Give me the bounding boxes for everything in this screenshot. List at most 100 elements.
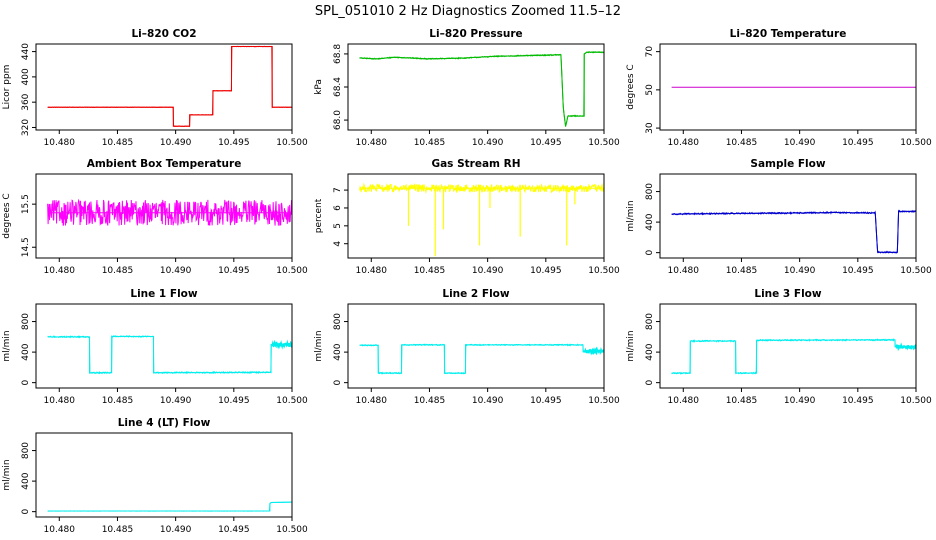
panel-title: Li–820 Pressure [429,28,522,40]
x-tick-label: 10.485 [414,266,446,276]
x-tick-label: 10.500 [900,266,932,276]
series-noise-band [271,339,292,350]
panel-title: Ambient Box Temperature [87,158,242,170]
x-tick-label: 10.495 [842,396,874,406]
x-tick-label: 10.480 [44,396,76,406]
x-tick-label: 10.480 [356,266,388,276]
plot-frame [35,43,293,131]
panel-title: Sample Flow [750,158,825,170]
plot-area [671,338,916,375]
series-line [47,334,292,375]
y-tick-label: 800 [21,313,31,330]
y-tick-label: 800 [333,313,343,330]
y-tick-label: 800 [21,442,31,459]
x-tick-label: 10.490 [160,138,192,148]
panel-title: Line 2 Flow [442,288,509,300]
y-tick-label: 800 [645,183,655,200]
x-tick-label: 10.500 [588,396,620,406]
x-tick-label: 10.495 [218,266,250,276]
series-step-line [47,335,292,374]
x-tick-label: 10.480 [668,138,700,148]
y-tick-label: 0 [645,250,655,256]
panel-4: Ambient Box Temperature degrees C 10.480 10… [2,158,308,276]
x-tick-label: 10.485 [102,525,134,535]
plot-frame [35,303,293,389]
x-tick-label: 10.480 [356,138,388,148]
series-step-line [359,51,604,127]
panel-1: Li–820 CO2 Licor ppm 10.480 10.485 10.490 10.… [2,28,308,148]
y-tick-label: 0 [21,380,31,386]
y-tick-label: 70 [645,46,655,58]
panel-3: Li–820 Temperature degrees C 10.480 10.485 1… [626,28,932,148]
panel-title: Gas Stream RH [431,158,520,170]
x-tick-label: 10.495 [842,266,874,276]
x-tick-label: 10.490 [472,396,504,406]
series-step-line [359,344,604,374]
series-line [47,45,292,128]
plot-area [359,343,604,375]
y-tick-label: 400 [645,343,655,360]
x-tick-label: 10.495 [218,396,250,406]
x-tick-label: 10.500 [588,266,620,276]
x-tick-label: 10.495 [218,138,250,148]
y-tick-label: 400 [645,213,655,230]
x-tick-label: 10.485 [414,138,446,148]
panel-8: Line 2 Flow ml/min 10.480 10.485 10.490 10.49… [314,288,620,406]
y-tick-label: 0 [645,380,655,386]
x-tick-label: 10.485 [102,396,134,406]
x-tick-label: 10.480 [668,266,700,276]
x-tick-label: 10.480 [668,396,700,406]
plot-frame [659,43,917,131]
series-line [359,182,604,194]
panel-2: Li–820 Pressure kPa 10.480 10.485 10.490 10.4… [314,28,620,148]
y-tick-label: 4 [333,241,343,247]
y-axis-label: ml/min [626,200,636,231]
series-noise-band [583,346,604,356]
y-axis-label: ml/min [2,330,12,361]
panel-6: Sample Flow ml/min 10.480 10.485 10.490 10.49… [626,158,932,276]
y-tick-label: 440 [21,43,31,60]
y-tick-label: 320 [21,119,31,136]
x-tick-label: 10.495 [530,266,562,276]
x-tick-label: 10.500 [588,138,620,148]
x-tick-label: 10.480 [356,396,388,406]
y-tick-label: 14.5 [21,237,31,257]
x-tick-label: 10.480 [44,138,76,148]
x-tick-label: 10.495 [530,138,562,148]
x-tick-label: 10.485 [726,266,758,276]
y-axis-label: degrees C [626,64,636,109]
x-tick-label: 10.485 [102,266,134,276]
y-tick-label: 400 [333,343,343,360]
plot-frame [659,173,917,259]
x-tick-label: 10.500 [276,396,308,406]
panel-9: Line 3 Flow ml/min 10.480 10.485 10.490 10.49… [626,288,932,406]
plot-frame [35,173,293,259]
series-line [671,209,916,254]
series-step-line [47,501,292,512]
x-tick-label: 10.490 [784,138,816,148]
y-tick-label: 400 [21,472,31,489]
plot-area [359,50,604,127]
series-step-line [47,46,292,127]
y-tick-label: 7 [333,187,343,193]
series-line [47,198,292,226]
y-axis-label: ml/min [626,330,636,361]
panel-title: Li–820 Temperature [730,28,847,40]
y-tick-label: 360 [21,93,31,110]
y-axis-label: degrees C [2,193,12,238]
x-tick-label: 10.495 [218,525,250,535]
y-tick-label: 6 [333,205,343,211]
series-line [671,338,916,375]
plot-area [47,334,292,375]
x-tick-label: 10.500 [276,266,308,276]
x-tick-label: 10.490 [784,396,816,406]
panel-title: Li–820 CO2 [131,28,196,40]
series-line [359,343,604,375]
series-line [359,50,604,126]
series-line [47,501,292,512]
plot-area [47,45,292,128]
plot-area [359,182,604,257]
series-noise-band [895,342,916,352]
panel-title: Line 1 Flow [130,288,197,300]
y-tick-label: 400 [21,68,31,85]
